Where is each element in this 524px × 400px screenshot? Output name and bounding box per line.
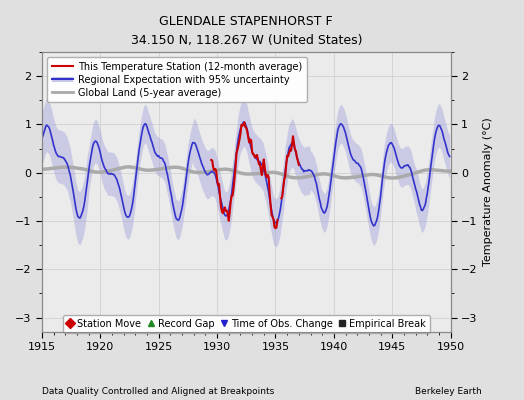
Title: GLENDALE STAPENHORST F
34.150 N, 118.267 W (United States): GLENDALE STAPENHORST F 34.150 N, 118.267…	[130, 15, 362, 47]
Y-axis label: Temperature Anomaly (°C): Temperature Anomaly (°C)	[483, 118, 493, 266]
Text: Berkeley Earth: Berkeley Earth	[416, 387, 482, 396]
Legend: Station Move, Record Gap, Time of Obs. Change, Empirical Break: Station Move, Record Gap, Time of Obs. C…	[63, 315, 430, 333]
Text: Data Quality Controlled and Aligned at Breakpoints: Data Quality Controlled and Aligned at B…	[42, 387, 274, 396]
